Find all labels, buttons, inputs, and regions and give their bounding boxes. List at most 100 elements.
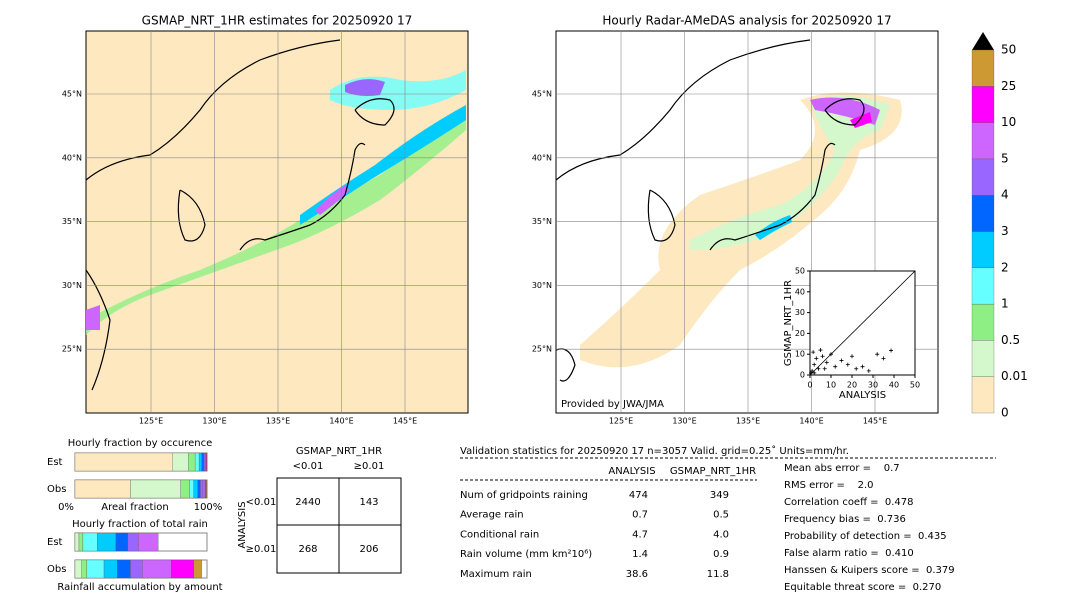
category-label: Est bbox=[47, 537, 63, 548]
score: Probability of detection = 0.435 bbox=[784, 531, 947, 542]
x-label: Rainfall accumulation by amount bbox=[57, 582, 222, 593]
colorbar-extend bbox=[972, 32, 994, 50]
coastline bbox=[85, 39, 395, 391]
bar-segment bbox=[171, 559, 194, 579]
lon-label: 135°E bbox=[736, 417, 760, 426]
x-tick-label: 50 bbox=[910, 381, 920, 390]
bar-segment bbox=[74, 559, 82, 579]
lon-label: 130°E bbox=[202, 417, 226, 426]
colorbar-segment bbox=[971, 340, 995, 377]
stats-label: Rain volume (mm km²10⁶) bbox=[460, 549, 592, 560]
colorbar-segment bbox=[971, 231, 995, 268]
bar-segment bbox=[193, 559, 202, 579]
bar-segment bbox=[78, 532, 84, 552]
stats-value: 4.7 bbox=[632, 529, 648, 540]
colorbar-label: 4 bbox=[1001, 188, 1009, 202]
bar-segment bbox=[130, 559, 143, 579]
lat-label: 30°N bbox=[62, 281, 82, 290]
colorbar-label: 1 bbox=[1001, 297, 1009, 311]
stats-value: 11.8 bbox=[707, 569, 729, 580]
x-tick-label: 40 bbox=[889, 381, 899, 390]
scatter-point bbox=[866, 368, 871, 373]
category-label: Obs bbox=[47, 564, 66, 575]
bar-segment bbox=[74, 479, 131, 499]
colorbar-segment bbox=[971, 122, 995, 160]
stats-label: Conditional rain bbox=[460, 529, 539, 540]
y-axis-label: GSMAP_NRT_1HR bbox=[783, 280, 794, 366]
bar-segment bbox=[103, 559, 118, 579]
bar-segment bbox=[172, 452, 189, 472]
score: Mean abs error = 0.7 bbox=[784, 463, 900, 474]
score: Hanssen & Kuipers score = 0.379 bbox=[784, 565, 955, 576]
colorbar-label: 0.5 bbox=[1001, 333, 1020, 347]
scatter-point bbox=[814, 356, 819, 361]
row-label: ≥0.01 bbox=[246, 544, 277, 555]
lon-label: 130°E bbox=[672, 417, 696, 426]
stats-title: Validation statistics for 20250920 17 n=… bbox=[460, 445, 849, 457]
x-tick-label: 20 bbox=[847, 381, 857, 390]
colorbar-segment bbox=[971, 86, 995, 123]
score: False alarm ratio = 0.410 bbox=[784, 548, 914, 559]
scatter-point bbox=[833, 364, 838, 369]
bar-segment bbox=[188, 452, 196, 472]
stats-value: 38.6 bbox=[626, 569, 648, 580]
colorbar-segment bbox=[971, 158, 995, 196]
stats-value: 349 bbox=[710, 490, 729, 501]
score: Equitable threat score = 0.270 bbox=[784, 582, 941, 593]
lon-label: 135°E bbox=[266, 417, 290, 426]
colorbar-label: 10 bbox=[1001, 115, 1016, 129]
lat-label: 40°N bbox=[62, 153, 82, 162]
bar-segment bbox=[189, 479, 194, 499]
colorbar-segment bbox=[971, 49, 995, 87]
bar-segment bbox=[81, 559, 88, 579]
bar-segment bbox=[194, 452, 200, 472]
credit: Provided by JWA/JMA bbox=[561, 399, 664, 410]
score: RMS error = 2.0 bbox=[784, 480, 874, 491]
scatter-point bbox=[881, 356, 886, 361]
stats-value: 4.0 bbox=[713, 529, 729, 540]
bar-segment bbox=[97, 532, 117, 552]
scatter-point bbox=[816, 366, 821, 371]
bar-segment bbox=[200, 479, 204, 499]
scatter-point bbox=[810, 368, 815, 373]
table-title: GSMAP_NRT_1HR bbox=[296, 446, 382, 457]
stats-value: 0.7 bbox=[632, 510, 648, 521]
y-tick-label: 50 bbox=[795, 267, 805, 276]
score: Correlation coeff = 0.478 bbox=[784, 497, 914, 508]
lon-label: 140°E bbox=[329, 417, 353, 426]
map-title: Hourly Radar-AMeDAS analysis for 2025092… bbox=[602, 14, 891, 28]
lat-label: 40°N bbox=[532, 153, 552, 162]
stats-header: GSMAP_NRT_1HR bbox=[670, 466, 756, 477]
y-tick-label: 10 bbox=[795, 350, 805, 359]
lat-label: 25°N bbox=[62, 345, 82, 354]
stats-label: Num of gridpoints raining bbox=[460, 490, 588, 501]
scatter-point bbox=[822, 366, 827, 371]
bar-segment bbox=[204, 479, 207, 499]
x-tick-label: 0 bbox=[807, 381, 812, 390]
bar-segment bbox=[127, 532, 139, 552]
chart-title: Hourly fraction by occurence bbox=[68, 438, 212, 449]
bar-segment bbox=[197, 479, 201, 499]
scatter-point bbox=[812, 370, 817, 375]
scatter-point bbox=[812, 362, 817, 367]
bar-segment bbox=[203, 452, 206, 472]
lat-label: 35°N bbox=[62, 217, 82, 226]
lat-label: 30°N bbox=[532, 281, 552, 290]
bar-segment bbox=[138, 532, 159, 552]
x-tick-label: 30 bbox=[868, 381, 878, 390]
y-tick-label: 30 bbox=[795, 308, 805, 317]
colorbar-segment bbox=[971, 195, 995, 232]
col-label: ≥0.01 bbox=[354, 461, 385, 472]
stats-value: 1.4 bbox=[632, 549, 648, 560]
category-label: Obs bbox=[47, 484, 66, 495]
bar-segment bbox=[130, 479, 181, 499]
bar-segment bbox=[86, 559, 105, 579]
colorbar-label: 0.01 bbox=[1001, 369, 1028, 383]
score: Frequency bias = 0.736 bbox=[784, 514, 906, 525]
cell: 268 bbox=[298, 544, 317, 555]
cell: 206 bbox=[359, 544, 378, 555]
y-tick-label: 40 bbox=[795, 287, 805, 296]
colorbar-label: 25 bbox=[1001, 79, 1016, 93]
bar-segment bbox=[74, 452, 173, 472]
lon-label: 145°E bbox=[393, 417, 417, 426]
